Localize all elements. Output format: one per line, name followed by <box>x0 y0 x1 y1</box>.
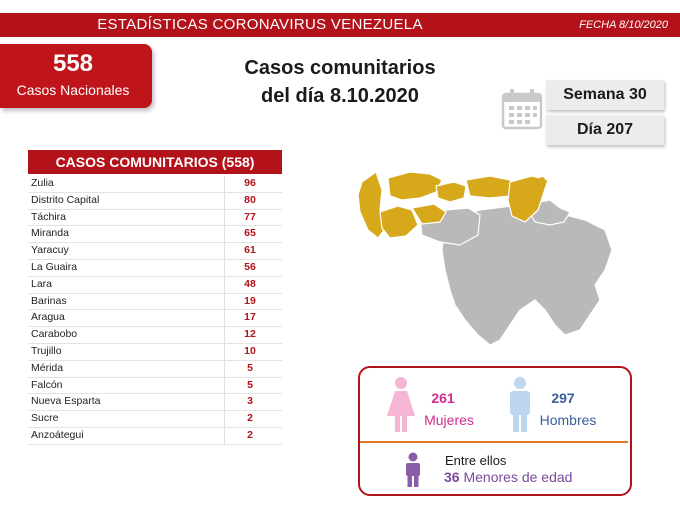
header-title: ESTADÍSTICAS CORONAVIRUS VENEZUELA <box>97 16 423 33</box>
minors-label: Menores de edad <box>463 469 573 485</box>
female-label: Mujeres <box>424 412 474 428</box>
table-row: Distrito Capital 80 <box>28 192 282 210</box>
case-count: 2 <box>247 412 253 425</box>
main-title-line2: del día 8.10.2020 <box>261 85 419 107</box>
case-count: 19 <box>244 294 256 307</box>
cases-table-title: CASOS COMUNITARIOS (558) <box>28 150 282 174</box>
minors-line: 36 Menores de edad <box>444 469 572 485</box>
table-row: Trujillo 10 <box>28 343 282 361</box>
state-name: Barinas <box>31 294 67 307</box>
table-row: Miranda 65 <box>28 226 282 244</box>
header-bar <box>0 13 680 37</box>
table-row: Barinas 19 <box>28 293 282 311</box>
national-cases-label: Casos Nacionales <box>16 82 130 98</box>
case-count: 77 <box>244 210 256 223</box>
minors-count: 36 <box>444 469 460 485</box>
state-name: Táchira <box>31 210 67 223</box>
state-name: Yaracuy <box>31 244 69 257</box>
column-separator <box>224 360 225 377</box>
male-label: Hombres <box>539 412 597 428</box>
male-count: 297 <box>551 390 575 406</box>
case-count: 10 <box>244 344 256 357</box>
header-date: FECHA 8/10/2020 <box>579 19 668 31</box>
column-separator <box>224 394 225 411</box>
calendar-icon <box>501 89 543 130</box>
case-count: 5 <box>247 361 253 374</box>
day-number: Día 207 <box>546 115 664 145</box>
column-separator <box>224 276 225 293</box>
column-separator <box>224 192 225 209</box>
state-name: Miranda <box>31 227 69 240</box>
female-count: 261 <box>431 390 455 406</box>
table-row: Lara 48 <box>28 276 282 294</box>
map-falcon-lara <box>387 171 443 201</box>
male-figure-icon <box>510 377 530 432</box>
map-barinas <box>411 203 447 225</box>
state-name: Anzoátegui <box>31 428 84 441</box>
state-name: Sucre <box>31 412 59 425</box>
case-count: 3 <box>247 395 253 408</box>
column-separator <box>224 310 225 327</box>
table-row: Carabobo 12 <box>28 327 282 344</box>
case-count: 2 <box>247 428 253 441</box>
state-name: Nueva Esparta <box>31 395 101 408</box>
national-cases-box <box>0 44 152 108</box>
national-cases-count: 558 <box>52 50 94 77</box>
column-separator <box>224 209 225 226</box>
case-count: 80 <box>244 193 256 206</box>
column-separator <box>224 411 225 427</box>
column-separator <box>224 343 225 360</box>
table-row: Táchira 77 <box>28 209 282 227</box>
map-anzoategui-sucre <box>507 175 549 223</box>
state-name: Zulia <box>31 177 54 189</box>
state-name: Mérida <box>31 361 64 374</box>
state-name: Aragua <box>31 311 65 324</box>
case-count: 17 <box>244 311 256 324</box>
child-figure-icon <box>406 452 420 487</box>
map-yaracuy-carabobo <box>435 181 467 203</box>
map-region-south <box>441 204 613 346</box>
state-name: Lara <box>31 277 53 290</box>
table-row: Falcón 5 <box>28 377 282 395</box>
column-separator <box>224 293 225 310</box>
state-name: Carabobo <box>31 328 78 341</box>
column-separator <box>224 226 225 243</box>
column-separator <box>224 176 225 192</box>
map-nueva-esparta <box>539 177 545 183</box>
among-them-label: Entre ellos <box>445 453 507 468</box>
state-name: Falcón <box>31 378 63 391</box>
state-name: Distrito Capital <box>31 193 100 206</box>
column-separator <box>224 259 225 276</box>
table-row: Sucre 2 <box>28 411 282 428</box>
column-separator <box>224 327 225 343</box>
table-row: Mérida 5 <box>28 360 282 378</box>
case-count: 61 <box>244 244 256 257</box>
case-count: 12 <box>244 328 256 341</box>
table-row: Aragua 17 <box>28 310 282 328</box>
column-separator <box>224 243 225 259</box>
table-row: La Guaira 56 <box>28 259 282 277</box>
state-name: La Guaira <box>31 260 78 273</box>
map-tachira-merida <box>379 205 419 239</box>
table-row: Yaracuy 61 <box>28 243 282 260</box>
cases-table: Zulia 96 Distrito Capital 80 Táchira 77 Mirand… <box>28 176 282 445</box>
week-number: Semana 30 <box>546 80 664 110</box>
case-count: 65 <box>244 227 256 240</box>
female-figure-icon <box>387 377 415 432</box>
case-count: 48 <box>244 277 256 290</box>
main-title-line1: Casos comunitarios <box>244 57 436 79</box>
case-count: 56 <box>244 260 256 273</box>
gender-panel-divider <box>360 441 628 443</box>
table-row: Anzoátegui 2 <box>28 427 282 445</box>
table-row: Nueva Esparta 3 <box>28 394 282 412</box>
state-name: Trujillo <box>31 344 62 357</box>
column-separator <box>224 377 225 394</box>
map-zulia <box>357 171 389 239</box>
case-count: 96 <box>244 177 256 189</box>
table-row: Zulia 96 <box>28 176 282 193</box>
venezuela-map <box>357 171 613 346</box>
case-count: 5 <box>247 378 253 391</box>
column-separator <box>224 427 225 444</box>
